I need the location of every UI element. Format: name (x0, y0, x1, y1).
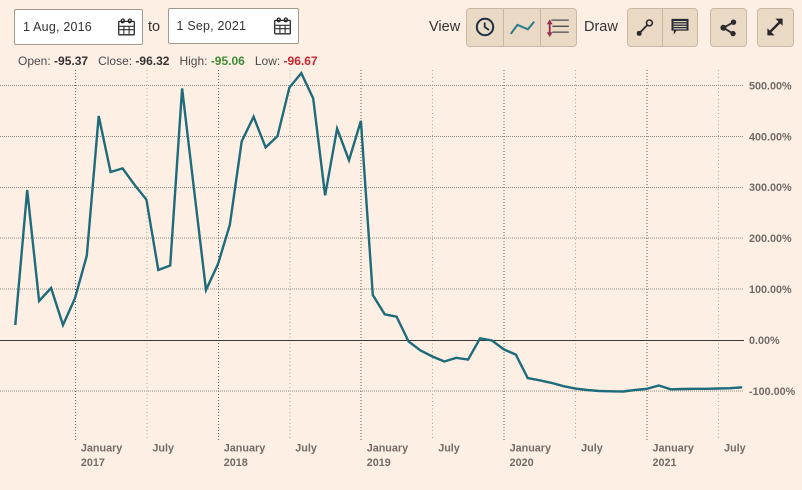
svg-text:2020: 2020 (510, 457, 534, 469)
svg-text:July: July (152, 443, 174, 455)
svg-text:July: July (438, 443, 460, 455)
svg-text:July: July (724, 443, 746, 455)
svg-text:January: January (653, 443, 694, 455)
svg-text:January: January (81, 443, 122, 455)
svg-text:400.00%: 400.00% (749, 131, 792, 143)
svg-text:200.00%: 200.00% (749, 233, 792, 245)
svg-text:0.00%: 0.00% (749, 335, 780, 347)
svg-text:July: July (581, 443, 603, 455)
svg-text:-100.00%: -100.00% (749, 386, 796, 398)
svg-text:100.00%: 100.00% (749, 284, 792, 296)
svg-text:2019: 2019 (367, 457, 391, 469)
svg-text:2017: 2017 (81, 457, 105, 469)
svg-text:2021: 2021 (653, 457, 677, 469)
svg-text:2018: 2018 (224, 457, 248, 469)
svg-text:300.00%: 300.00% (749, 182, 792, 194)
svg-text:January: January (367, 443, 408, 455)
svg-text:500.00%: 500.00% (749, 80, 792, 92)
svg-text:January: January (224, 443, 265, 455)
svg-text:July: July (295, 443, 317, 455)
svg-text:January: January (510, 443, 551, 455)
